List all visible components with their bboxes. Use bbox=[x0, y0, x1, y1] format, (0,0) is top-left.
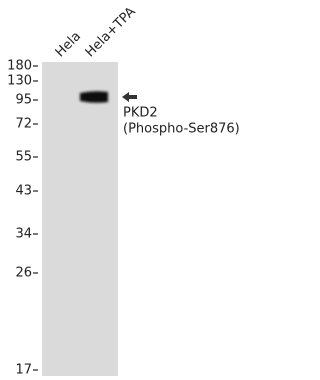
marker-label: 130 bbox=[7, 74, 32, 89]
marker-label: 43 bbox=[15, 184, 32, 199]
blot-membrane bbox=[42, 62, 118, 376]
marker-label: 26 bbox=[15, 266, 32, 281]
marker-label: 95 bbox=[15, 93, 32, 108]
marker-label: 180 bbox=[7, 59, 32, 74]
band-name: PKD2 bbox=[123, 106, 158, 121]
band bbox=[80, 91, 108, 103]
marker-label: 17 bbox=[15, 363, 32, 378]
lane-label: Hela+TPA bbox=[83, 4, 139, 60]
band-site: (Phospho-Ser876) bbox=[123, 122, 240, 137]
marker-label: 55 bbox=[15, 150, 32, 165]
marker-label: 72 bbox=[15, 117, 32, 132]
lane-label: Hela bbox=[53, 29, 84, 60]
marker-label: 34 bbox=[15, 227, 32, 242]
arrow bbox=[122, 92, 137, 102]
